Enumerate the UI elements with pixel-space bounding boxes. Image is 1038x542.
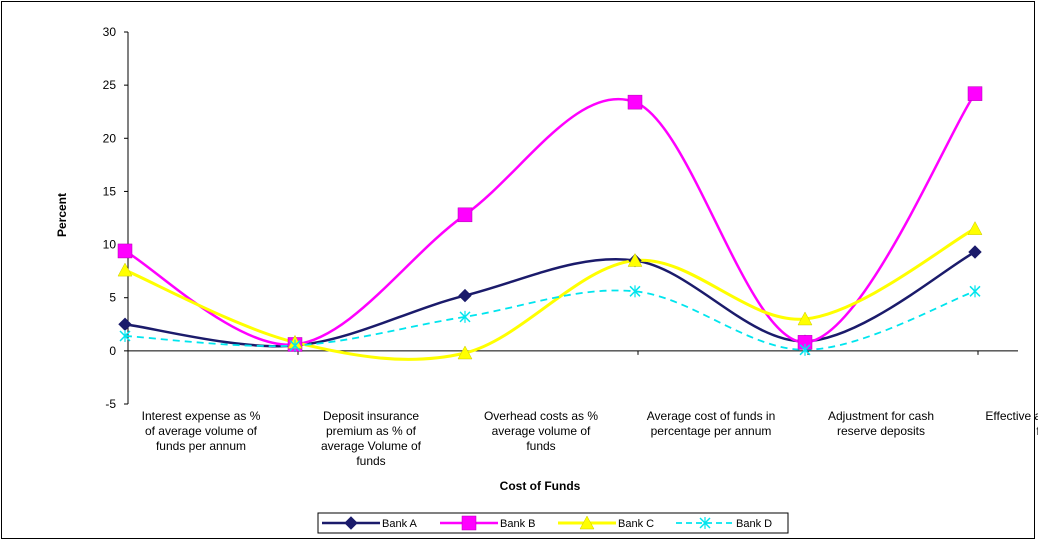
x-category-label-line: Interest expense as % [142, 409, 261, 423]
legend-marker-bank-d [699, 517, 711, 529]
bank-a-point [968, 245, 982, 259]
y-tick-labels: -5 0 5 10 15 20 25 30 [103, 25, 117, 411]
bank-b-point [967, 86, 983, 101]
y-tick-label: 25 [103, 78, 117, 92]
x-axis [127, 350, 1018, 355]
series-lines [124, 92, 977, 361]
series-markers [117, 86, 983, 360]
bank-a-point [458, 288, 472, 303]
legend-box [317, 512, 789, 534]
x-category-label-line: Average cost of funds in [647, 409, 776, 423]
legend-marker-bank-b [461, 515, 477, 531]
bank-a-point [118, 317, 132, 331]
legend-label-bank-a: Bank A [382, 518, 418, 530]
x-category-label-line: Effective average cost of [985, 409, 1038, 423]
x-category-label-line: Deposit insurance [323, 409, 419, 423]
bank-a-line [124, 250, 976, 348]
y-tick-label: 5 [109, 291, 116, 305]
x-category-label-line: average volume of [492, 424, 591, 438]
x-category-label-line: percentage per annum [651, 424, 772, 438]
x-category-label: Deposit insurance premium as % of average … [321, 409, 422, 468]
x-axis-title: Cost of Funds [500, 479, 581, 493]
x-category-label-line: premium as % of [326, 424, 417, 438]
bank-d-point [629, 285, 641, 298]
x-category-label-line: average Volume of [321, 439, 422, 453]
bank-b-point [627, 94, 643, 110]
bank-c-point [457, 345, 473, 360]
bank-c-point [627, 252, 643, 267]
x-category-label-line: of average volume of [145, 424, 258, 438]
y-tick-label: 20 [103, 131, 117, 145]
x-category-label-line: Overhead costs as % [484, 409, 598, 423]
bank-d-point [969, 285, 981, 298]
bank-b-point [117, 243, 133, 259]
legend-marker-bank-c [579, 515, 595, 530]
bank-d-line [124, 289, 976, 351]
legend-label-bank-d: Bank D [736, 518, 772, 530]
bank-d-point [119, 329, 131, 342]
x-category-label-line: funds [526, 439, 555, 453]
bank-c-point [797, 311, 813, 326]
y-tick-label: 0 [109, 344, 116, 358]
bank-c-point [967, 221, 983, 235]
x-category-label: Adjustment for cash reserve deposits [828, 409, 934, 438]
x-category-labels: Interest expense as % of average volume o… [142, 409, 1038, 468]
x-category-label-line: reserve deposits [837, 424, 925, 438]
x-category-label-line: Adjustment for cash [828, 409, 934, 423]
x-category-label: Overhead costs as % average volume of fund… [484, 409, 598, 453]
bank-d-point [289, 339, 301, 352]
legend-marker-bank-a [344, 516, 358, 530]
legend-label-bank-c: Bank C [618, 518, 654, 530]
y-tick-label: 10 [103, 238, 117, 252]
legend-label-bank-b: Bank B [500, 518, 535, 530]
x-category-label: Interest expense as % of average volume o… [142, 409, 261, 453]
y-axis [124, 31, 129, 405]
bank-c-line [124, 227, 976, 361]
x-category-label: Average cost of funds in percentage per a… [647, 409, 776, 438]
y-axis-title: Percent [55, 193, 69, 237]
bank-d-point [799, 343, 811, 356]
x-category-label-line: funds [356, 454, 385, 468]
x-category-label-line: funds [1036, 424, 1038, 438]
y-tick-label: 30 [103, 25, 117, 39]
legend: Bank A Bank B Bank C Bank D [317, 512, 789, 534]
bank-d-point [459, 310, 471, 323]
x-category-label-line: funds per annum [156, 439, 246, 453]
y-tick-label: -5 [105, 397, 116, 411]
bank-b-point [457, 207, 473, 223]
bank-c-point [117, 262, 133, 277]
y-tick-label: 15 [103, 184, 117, 198]
